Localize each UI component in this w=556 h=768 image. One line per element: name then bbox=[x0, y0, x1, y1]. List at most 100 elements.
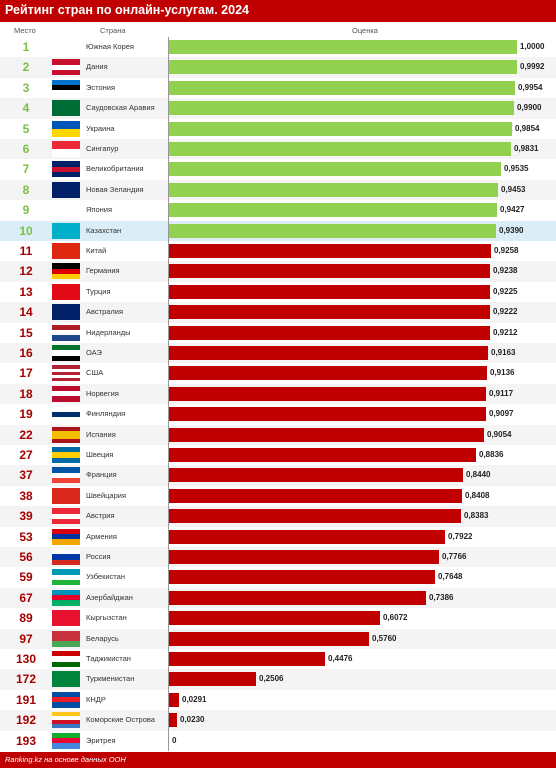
flag-icon bbox=[52, 732, 80, 749]
country-label: Армения bbox=[86, 531, 117, 541]
rank-label: 15 bbox=[19, 325, 33, 340]
bar bbox=[169, 142, 511, 156]
flag-icon bbox=[52, 79, 80, 96]
table-row: 12 Германия 0,9238 bbox=[0, 261, 556, 282]
rank-label: 18 bbox=[19, 386, 33, 401]
table-row: 56 Россия 0,7766 bbox=[0, 547, 556, 568]
bar bbox=[169, 244, 491, 258]
rank-label: 22 bbox=[19, 427, 33, 442]
country-label: Япония bbox=[86, 205, 113, 215]
table-row: 14 Австралия 0,9222 bbox=[0, 302, 556, 323]
flag-icon bbox=[52, 161, 80, 178]
axis-line bbox=[168, 37, 169, 751]
flag-icon bbox=[52, 651, 80, 667]
bar bbox=[169, 60, 517, 75]
country-label: Туркменистан bbox=[86, 674, 135, 684]
country-label: Великобритания bbox=[86, 164, 144, 174]
rank-label: 11 bbox=[19, 244, 33, 258]
table-row: 192 Коморские Острова 0,0230 bbox=[0, 710, 556, 731]
table-row: 130 Таджикистан 0,4476 bbox=[0, 649, 556, 669]
flag-icon bbox=[52, 304, 80, 321]
bar bbox=[169, 427, 484, 442]
country-label: КНДР bbox=[86, 694, 106, 704]
country-label: Германия bbox=[86, 266, 120, 276]
country-label: Кыргызстан bbox=[86, 613, 127, 623]
flag-icon bbox=[52, 589, 80, 606]
chart-title: Рейтинг стран по онлайн-услугам. 2024 bbox=[5, 3, 249, 17]
bar bbox=[169, 182, 498, 197]
value-label: 0,9097 bbox=[489, 409, 514, 419]
country-label: Нидерланды bbox=[86, 327, 131, 337]
source-note: Ranking.kz на основе данных ООН bbox=[5, 755, 126, 764]
country-label: Украина bbox=[86, 123, 115, 133]
value-label: 1,0000 bbox=[520, 42, 545, 51]
country-label: ОАЭ bbox=[86, 348, 102, 357]
flag-icon bbox=[52, 283, 80, 300]
flag-icon bbox=[52, 447, 80, 463]
flag-icon bbox=[52, 630, 80, 647]
rank-label: 191 bbox=[15, 692, 37, 707]
flag-icon bbox=[52, 263, 80, 280]
country-label: Азербайджан bbox=[86, 592, 133, 602]
table-row: 27 Швеция 0,8836 bbox=[0, 445, 556, 465]
rank-label: 2 bbox=[22, 60, 30, 75]
value-label: 0,9453 bbox=[501, 184, 526, 194]
bar bbox=[169, 386, 486, 401]
flag-icon bbox=[52, 39, 80, 55]
table-row: 172 Туркменистан 0,2506 bbox=[0, 669, 556, 690]
value-label: 0,4476 bbox=[328, 654, 353, 663]
flag-icon bbox=[52, 345, 80, 361]
flag-icon bbox=[52, 100, 80, 117]
value-label: 0,5760 bbox=[372, 633, 397, 643]
table-row: 22 Испания 0,9054 bbox=[0, 424, 556, 445]
bar bbox=[169, 162, 501, 177]
table-row: 191 КНДР 0,0291 bbox=[0, 690, 556, 710]
flag-icon bbox=[52, 141, 80, 157]
bar bbox=[169, 407, 486, 422]
bar bbox=[169, 550, 439, 564]
bar bbox=[169, 468, 463, 483]
table-row: 3 Эстония 0,9954 bbox=[0, 78, 556, 98]
country-label: Испания bbox=[86, 429, 116, 439]
flag-icon bbox=[52, 508, 80, 525]
country-label: Норвегия bbox=[86, 388, 119, 398]
value-label: 0,8408 bbox=[465, 490, 490, 500]
flag-icon bbox=[52, 120, 80, 137]
value-label: 0,8440 bbox=[466, 470, 491, 480]
table-row: 7 Великобритания 0,9535 bbox=[0, 159, 556, 179]
bar bbox=[169, 652, 325, 666]
column-header-rank: Место bbox=[14, 26, 36, 35]
bar bbox=[169, 325, 490, 340]
chart-header: Рейтинг стран по онлайн-услугам. 2024 bbox=[0, 0, 556, 22]
bar bbox=[169, 631, 369, 646]
rank-label: 27 bbox=[19, 448, 33, 462]
rank-label: 19 bbox=[19, 407, 33, 422]
country-label: Новая Зеландия bbox=[86, 184, 144, 194]
country-label: Франция bbox=[86, 470, 117, 480]
value-label: 0,0230 bbox=[180, 715, 205, 725]
value-label: 0,7766 bbox=[442, 552, 467, 561]
rank-label: 39 bbox=[19, 509, 33, 524]
flag-icon bbox=[52, 671, 80, 688]
rank-label: 193 bbox=[15, 733, 37, 748]
bar bbox=[169, 366, 487, 381]
rank-label: 97 bbox=[19, 631, 33, 646]
value-label: 0,9238 bbox=[493, 266, 518, 276]
country-label: Швейцария bbox=[86, 490, 127, 500]
value-label: 0,9390 bbox=[499, 225, 524, 235]
rank-label: 6 bbox=[22, 142, 30, 156]
value-label: 0,9992 bbox=[520, 62, 545, 72]
bar bbox=[169, 121, 512, 136]
value-label: 0,9163 bbox=[491, 348, 516, 357]
bar bbox=[169, 223, 496, 238]
country-label: Россия bbox=[86, 552, 111, 561]
table-row: 5 Украина 0,9854 bbox=[0, 119, 556, 139]
rank-label: 13 bbox=[19, 284, 33, 299]
table-row: 97 Беларусь 0,5760 bbox=[0, 628, 556, 649]
bar bbox=[169, 672, 256, 687]
country-label: Сингапур bbox=[86, 144, 119, 153]
bar bbox=[169, 80, 515, 95]
value-label: 0,9225 bbox=[493, 286, 518, 296]
flag-icon bbox=[52, 528, 80, 545]
value-label: 0,7386 bbox=[429, 592, 454, 602]
